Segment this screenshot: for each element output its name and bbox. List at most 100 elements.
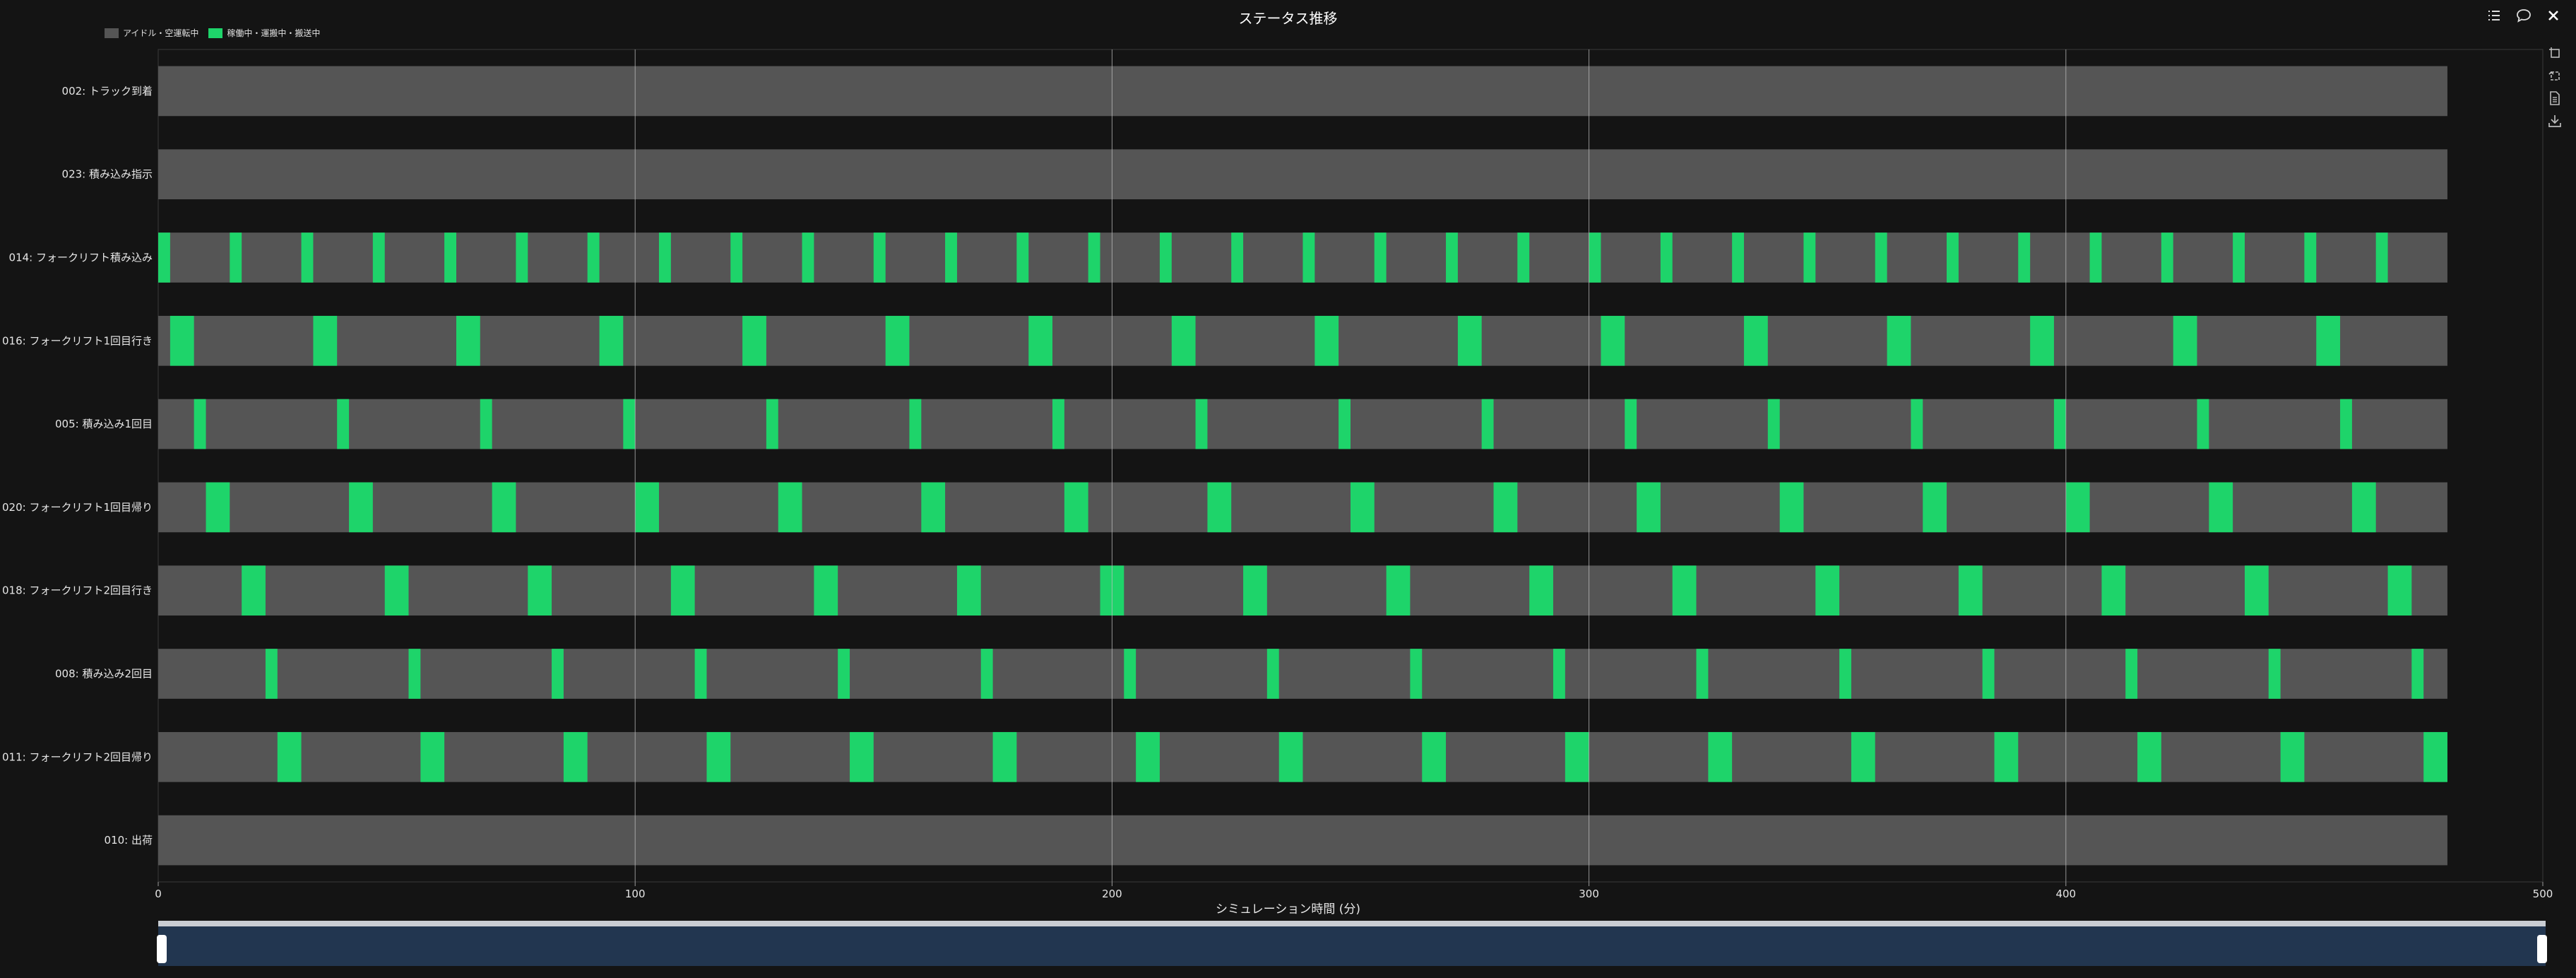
gantt-bar-active[interactable] bbox=[670, 565, 695, 616]
gantt-bar-active[interactable] bbox=[1732, 232, 1745, 283]
gantt-bar-active[interactable] bbox=[1410, 649, 1423, 699]
lasso-icon[interactable] bbox=[2547, 68, 2563, 83]
gantt-bar-active[interactable] bbox=[956, 565, 981, 616]
gantt-bar-active[interactable] bbox=[1481, 399, 1494, 449]
gantt-bar-active[interactable] bbox=[1207, 482, 1232, 533]
gantt-bar-active[interactable] bbox=[1064, 482, 1088, 533]
gantt-bar-active[interactable] bbox=[2197, 399, 2209, 449]
gantt-bar-active[interactable] bbox=[408, 649, 421, 699]
list-icon[interactable] bbox=[2486, 7, 2503, 24]
gantt-bar-active[interactable] bbox=[980, 649, 993, 699]
gantt-bar-active[interactable] bbox=[1744, 315, 1768, 366]
gantt-bar-active[interactable] bbox=[1159, 232, 1172, 283]
legend-item-active[interactable]: 稼働中・運搬中・搬送中 bbox=[208, 27, 320, 39]
gantt-bar-active[interactable] bbox=[206, 482, 230, 533]
gantt-bar-active[interactable] bbox=[1351, 482, 1375, 533]
gantt-bar-active[interactable] bbox=[2018, 232, 2031, 283]
gantt-bar-active[interactable] bbox=[528, 565, 552, 616]
gantt-bar-active[interactable] bbox=[2280, 731, 2305, 782]
gantt-bar-active[interactable] bbox=[1171, 315, 1196, 366]
gantt-bar-active[interactable] bbox=[909, 399, 922, 449]
gantt-bar-active[interactable] bbox=[1243, 565, 1267, 616]
gantt-bar-active[interactable] bbox=[1088, 232, 1100, 283]
gantt-bar-active[interactable] bbox=[1767, 399, 1780, 449]
gantt-bar-active[interactable] bbox=[1911, 399, 1923, 449]
gantt-bar-active[interactable] bbox=[1195, 399, 1208, 449]
gantt-bar-active[interactable] bbox=[945, 232, 957, 283]
gantt-bar-active[interactable] bbox=[2268, 649, 2281, 699]
gantt-bar-active[interactable] bbox=[873, 232, 886, 283]
gantt-bar-active[interactable] bbox=[1637, 482, 1661, 533]
gantt-bar-idle[interactable] bbox=[158, 649, 2447, 699]
gantt-bar-active[interactable] bbox=[635, 482, 659, 533]
gantt-bar-active[interactable] bbox=[1672, 565, 1697, 616]
gantt-bar-active[interactable] bbox=[1016, 232, 1029, 283]
gantt-bar-active[interactable] bbox=[1553, 649, 1565, 699]
gantt-bar-active[interactable] bbox=[516, 232, 528, 283]
gantt-bar-active[interactable] bbox=[1517, 232, 1530, 283]
gantt-bar-active[interactable] bbox=[158, 232, 170, 283]
gantt-bar-active[interactable] bbox=[1565, 731, 1589, 782]
gantt-bar-active[interactable] bbox=[2053, 399, 2066, 449]
gantt-bar-active[interactable] bbox=[1446, 232, 1458, 283]
gantt-bar-active[interactable] bbox=[2065, 482, 2090, 533]
gantt-bar-idle[interactable] bbox=[158, 149, 2447, 200]
gantt-bar-active[interactable] bbox=[2089, 232, 2102, 283]
download-icon[interactable] bbox=[2547, 113, 2563, 129]
gantt-bar-active[interactable] bbox=[456, 315, 480, 366]
gantt-bar-active[interactable] bbox=[1374, 232, 1387, 283]
gantt-bar-active[interactable] bbox=[2125, 649, 2138, 699]
document-icon[interactable] bbox=[2547, 90, 2563, 106]
gantt-bar-active[interactable] bbox=[1231, 232, 1244, 283]
gantt-bar-active[interactable] bbox=[1422, 731, 1447, 782]
gantt-bar-active[interactable] bbox=[1887, 315, 1911, 366]
gantt-bar-active[interactable] bbox=[337, 399, 350, 449]
gantt-bar-idle[interactable] bbox=[158, 315, 2447, 366]
gantt-bar-active[interactable] bbox=[480, 399, 492, 449]
gantt-bar-active[interactable] bbox=[2387, 565, 2412, 616]
gantt-bar-active[interactable] bbox=[1994, 731, 2019, 782]
gantt-bar-active[interactable] bbox=[1958, 565, 1983, 616]
gantt-bar-active[interactable] bbox=[694, 649, 707, 699]
gantt-bar-active[interactable] bbox=[1278, 731, 1303, 782]
range-slider[interactable] bbox=[157, 921, 2547, 966]
gantt-bar-active[interactable] bbox=[1923, 482, 1947, 533]
gantt-bar-active[interactable] bbox=[2316, 315, 2341, 366]
gantt-bar-active[interactable] bbox=[313, 315, 338, 366]
gantt-bar-active[interactable] bbox=[838, 649, 850, 699]
gantt-bar-active[interactable] bbox=[1339, 399, 1351, 449]
gantt-bar-idle[interactable] bbox=[158, 66, 2447, 117]
gantt-bar-active[interactable] bbox=[2030, 315, 2054, 366]
gantt-bar-active[interactable] bbox=[2423, 731, 2447, 782]
gantt-bar-active[interactable] bbox=[1851, 731, 1875, 782]
gantt-bar-active[interactable] bbox=[1589, 232, 1601, 283]
gantt-bar-active[interactable] bbox=[1314, 315, 1339, 366]
gantt-bar-active[interactable] bbox=[349, 482, 373, 533]
gantt-bar-active[interactable] bbox=[1875, 232, 1887, 283]
gantt-bar-active[interactable] bbox=[230, 232, 242, 283]
gantt-bar-active[interactable] bbox=[1660, 232, 1673, 283]
gantt-bar-active[interactable] bbox=[1136, 731, 1160, 782]
legend-item-idle[interactable]: アイドル・空運転中 bbox=[105, 27, 198, 39]
gantt-bar-active[interactable] bbox=[921, 482, 946, 533]
gantt-bar-active[interactable] bbox=[885, 315, 910, 366]
close-icon[interactable] bbox=[2545, 7, 2562, 24]
gantt-bar-active[interactable] bbox=[850, 731, 874, 782]
gantt-bar-active[interactable] bbox=[1779, 482, 1804, 533]
gantt-bar-idle[interactable] bbox=[158, 399, 2447, 449]
gantt-bar-active[interactable] bbox=[2411, 649, 2424, 699]
gantt-bar-active[interactable] bbox=[1696, 649, 1709, 699]
gantt-bar-active[interactable] bbox=[730, 232, 743, 283]
gantt-bar-active[interactable] bbox=[1839, 649, 1851, 699]
gantt-bar-active[interactable] bbox=[802, 232, 814, 283]
gantt-bar-active[interactable] bbox=[766, 399, 778, 449]
gantt-bar-active[interactable] bbox=[1947, 232, 1959, 283]
gantt-bar-active[interactable] bbox=[623, 399, 636, 449]
gantt-bar-active[interactable] bbox=[992, 731, 1017, 782]
gantt-bar-active[interactable] bbox=[1457, 315, 1482, 366]
gantt-bar-active[interactable] bbox=[1529, 565, 1553, 616]
gantt-bar-idle[interactable] bbox=[158, 815, 2447, 866]
gantt-bar-active[interactable] bbox=[2173, 315, 2197, 366]
gantt-bar-active[interactable] bbox=[384, 565, 409, 616]
gantt-bar-active[interactable] bbox=[1124, 649, 1136, 699]
